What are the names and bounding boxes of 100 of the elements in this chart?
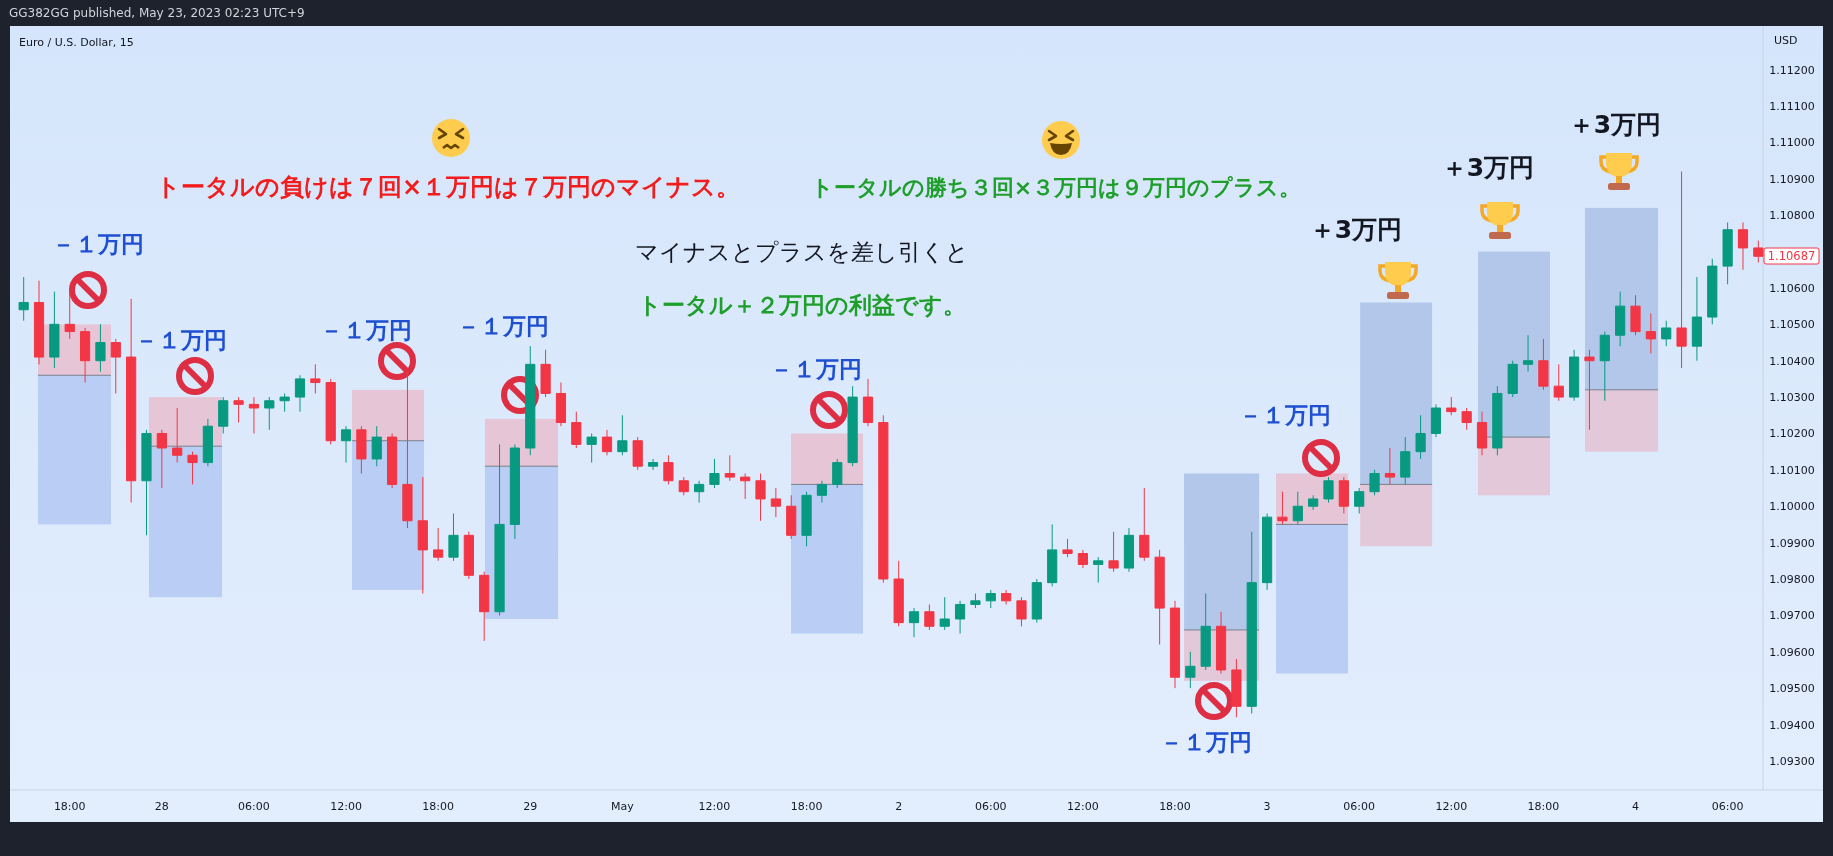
y-tick-label: 1.10000 — [1769, 500, 1815, 514]
candlestick — [954, 600, 966, 635]
candlestick — [509, 443, 521, 540]
x-tick-label: 4 — [1632, 800, 1640, 813]
candlestick — [141, 429, 152, 536]
annotation: ＋3万円 — [1568, 110, 1662, 139]
candlestick — [1108, 531, 1119, 573]
annotation: －１万円 — [135, 327, 227, 353]
candlestick — [893, 560, 904, 627]
y-tick-label: 1.09600 — [1769, 645, 1815, 659]
annotation: －１万円 — [770, 356, 862, 382]
candlestick — [202, 418, 213, 467]
x-tick-label: 18:00 — [1527, 800, 1560, 813]
candlestick — [1261, 513, 1273, 591]
candlestick — [1123, 527, 1135, 573]
candlestick — [33, 280, 45, 365]
candlestick — [786, 494, 797, 540]
candlestick — [647, 458, 659, 471]
candlestick — [1169, 600, 1181, 689]
candlestick — [233, 396, 244, 424]
text: GG382GG published, May 23, 2023 02:23 UTC+9 — [9, 6, 305, 20]
candlestick — [463, 531, 474, 580]
text: Euro / U.S. Dollar, 15 — [19, 36, 134, 49]
candlestick — [1400, 436, 1411, 485]
x-tick-label: 12:00 — [1067, 800, 1099, 813]
annotation: トータルの勝ち３回×３万円は９万円のプラス。 — [810, 175, 1302, 200]
candlestick — [1369, 469, 1380, 496]
candlestick — [1507, 360, 1518, 398]
y-axis-title: USD — [1774, 34, 1798, 47]
candlestick — [1384, 447, 1396, 485]
candlestick — [678, 476, 689, 496]
candlestick — [1446, 396, 1457, 416]
candlestick — [847, 385, 858, 467]
candlestick — [1277, 491, 1288, 525]
candlestick — [801, 491, 812, 547]
candlestick — [1461, 407, 1472, 431]
candlestick — [1338, 476, 1349, 514]
y-tick-label: 1.10400 — [1769, 354, 1815, 368]
candlestick — [1553, 363, 1564, 402]
y-tick-label: 1.09800 — [1769, 572, 1815, 586]
candlestick — [1737, 221, 1749, 271]
x-tick-label: 18:00 — [790, 800, 823, 813]
x-tick-label: 3 — [1263, 800, 1271, 813]
candlestick — [1476, 411, 1488, 456]
y-tick-label: 1.11200 — [1769, 63, 1815, 77]
candlestick — [878, 414, 889, 584]
y-tick-label: 1.10800 — [1769, 209, 1815, 223]
annotation: －１万円 — [1239, 402, 1331, 428]
candlestick — [1185, 651, 1196, 689]
candlestick — [433, 527, 444, 562]
candlestick — [540, 349, 551, 398]
candlestick — [371, 425, 382, 467]
candlestick — [1292, 491, 1303, 525]
candlestick — [1630, 294, 1641, 336]
y-tick-label: 1.10300 — [1769, 391, 1815, 405]
x-tick-label: May — [610, 800, 635, 813]
candlestick — [310, 363, 321, 394]
candlestick — [294, 374, 306, 413]
candlestick — [617, 414, 628, 456]
candlestick — [816, 480, 828, 504]
candlestick — [571, 411, 582, 449]
x-tick-label: 2 — [895, 800, 903, 813]
candlestick — [908, 607, 920, 638]
candlestick — [279, 392, 290, 413]
candlestick — [724, 454, 735, 482]
annotation: －１万円 — [1160, 729, 1252, 755]
candlestick — [1661, 320, 1672, 347]
candlestick — [1430, 403, 1442, 438]
y-tick-label: 1.09500 — [1769, 682, 1815, 696]
candlestick — [110, 338, 121, 394]
candlestick — [663, 454, 674, 485]
candlestick — [632, 436, 643, 471]
x-tick-label: 29 — [523, 800, 538, 813]
x-tick-label: 18:00 — [1159, 800, 1191, 813]
candlestick — [1538, 338, 1549, 391]
candlestick — [64, 291, 75, 340]
annotation: ＋3万円 — [1309, 215, 1403, 244]
y-tick-label: 1.10600 — [1769, 281, 1815, 295]
candlestick — [1522, 334, 1534, 373]
candlestick — [1001, 589, 1012, 605]
y-tick-label: 1.11000 — [1769, 136, 1815, 150]
candlestick — [1707, 258, 1718, 325]
candlestick — [1676, 171, 1687, 369]
x-tick-label: 06:00 — [1711, 800, 1744, 813]
x-tick-label: 06:00 — [238, 800, 270, 813]
candlestick — [1308, 494, 1319, 511]
candlestick — [924, 603, 935, 631]
candlestick — [448, 513, 459, 562]
annotation: トータル＋２万円の利益です。 — [638, 292, 966, 318]
y-tick-label: 1.10100 — [1769, 463, 1815, 477]
candlestick — [356, 425, 367, 474]
y-tick-label: 1.09900 — [1769, 536, 1815, 550]
candlestick — [264, 396, 275, 431]
candlestick — [494, 443, 505, 616]
candlestick — [479, 571, 490, 642]
candlestick — [1077, 549, 1088, 569]
candlestick — [1722, 221, 1733, 285]
candlestick — [586, 432, 597, 464]
candlestick — [187, 451, 198, 485]
x-tick-label: 12:00 — [330, 800, 362, 813]
